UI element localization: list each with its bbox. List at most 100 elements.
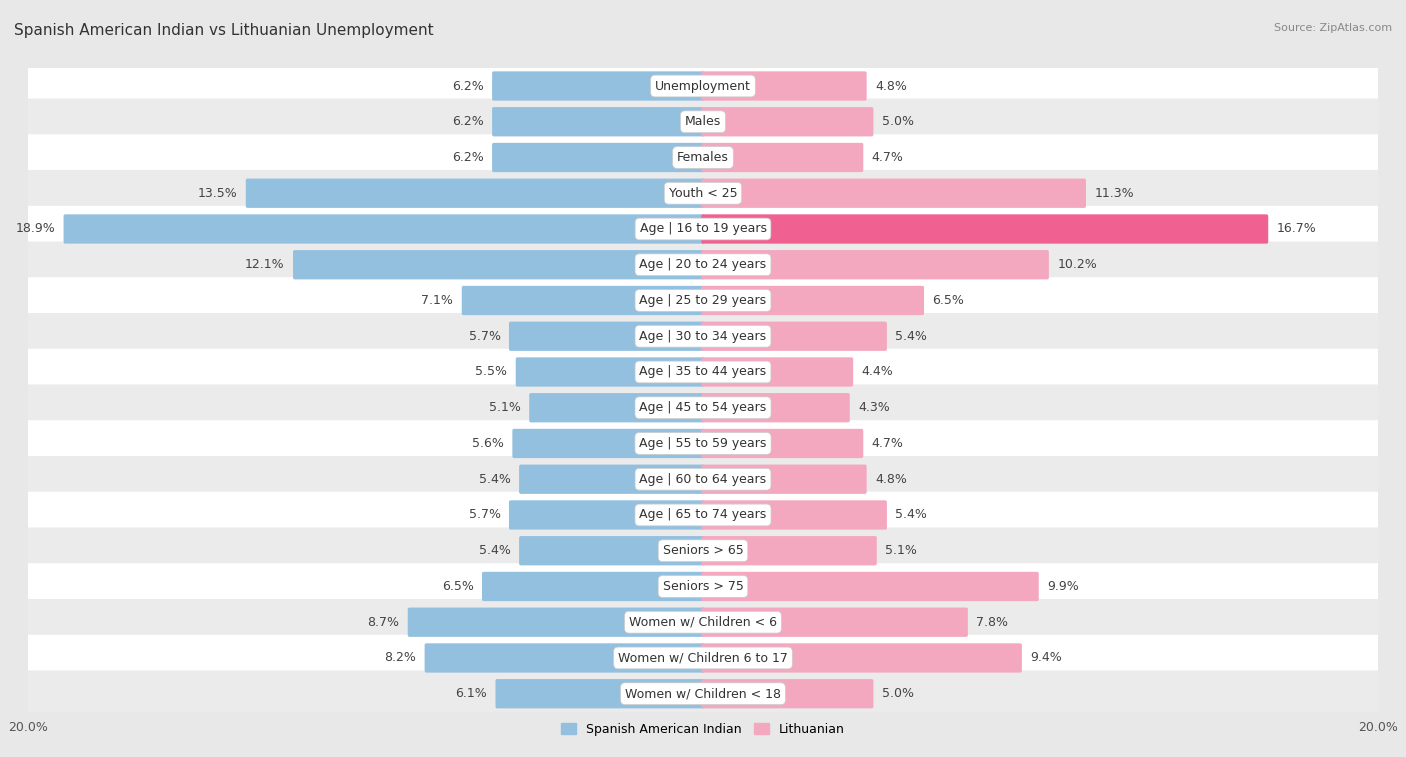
Text: 5.4%: 5.4% [479,544,510,557]
FancyBboxPatch shape [702,428,863,458]
FancyBboxPatch shape [702,357,853,387]
FancyBboxPatch shape [702,465,866,494]
FancyBboxPatch shape [6,134,1400,181]
FancyBboxPatch shape [509,500,704,530]
FancyBboxPatch shape [702,179,1085,208]
Text: 16.7%: 16.7% [1277,223,1316,235]
FancyBboxPatch shape [702,214,1268,244]
FancyBboxPatch shape [702,500,887,530]
Text: Age | 55 to 59 years: Age | 55 to 59 years [640,437,766,450]
Text: 5.4%: 5.4% [479,472,510,486]
FancyBboxPatch shape [492,143,704,172]
FancyBboxPatch shape [6,456,1400,503]
Legend: Spanish American Indian, Lithuanian: Spanish American Indian, Lithuanian [555,718,851,740]
FancyBboxPatch shape [702,71,866,101]
Text: 6.2%: 6.2% [451,115,484,128]
FancyBboxPatch shape [6,599,1400,646]
Text: Youth < 25: Youth < 25 [669,187,737,200]
FancyBboxPatch shape [6,634,1400,681]
Text: 4.7%: 4.7% [872,151,904,164]
Text: 10.2%: 10.2% [1057,258,1097,271]
FancyBboxPatch shape [6,277,1400,324]
FancyBboxPatch shape [702,393,849,422]
Text: 5.4%: 5.4% [896,330,927,343]
FancyBboxPatch shape [408,608,704,637]
Text: 6.5%: 6.5% [441,580,474,593]
Text: 5.0%: 5.0% [882,115,914,128]
FancyBboxPatch shape [482,572,704,601]
FancyBboxPatch shape [461,286,704,315]
FancyBboxPatch shape [6,170,1400,217]
FancyBboxPatch shape [6,63,1400,109]
FancyBboxPatch shape [292,250,704,279]
Text: 4.8%: 4.8% [875,472,907,486]
Text: Women w/ Children < 6: Women w/ Children < 6 [628,615,778,629]
FancyBboxPatch shape [702,107,873,136]
Text: 6.1%: 6.1% [456,687,486,700]
FancyBboxPatch shape [702,643,1022,673]
Text: 12.1%: 12.1% [245,258,284,271]
FancyBboxPatch shape [519,536,704,565]
Text: 8.2%: 8.2% [384,652,416,665]
Text: Age | 45 to 54 years: Age | 45 to 54 years [640,401,766,414]
Text: Unemployment: Unemployment [655,79,751,92]
Text: 9.4%: 9.4% [1031,652,1062,665]
FancyBboxPatch shape [512,428,704,458]
Text: Females: Females [678,151,728,164]
FancyBboxPatch shape [495,679,704,709]
FancyBboxPatch shape [516,357,704,387]
FancyBboxPatch shape [6,241,1400,288]
FancyBboxPatch shape [519,465,704,494]
FancyBboxPatch shape [702,536,877,565]
Text: Women w/ Children 6 to 17: Women w/ Children 6 to 17 [619,652,787,665]
Text: Age | 60 to 64 years: Age | 60 to 64 years [640,472,766,486]
FancyBboxPatch shape [702,608,967,637]
Text: Seniors > 75: Seniors > 75 [662,580,744,593]
FancyBboxPatch shape [6,206,1400,252]
Text: 9.9%: 9.9% [1047,580,1078,593]
Text: 5.1%: 5.1% [886,544,917,557]
Text: 5.7%: 5.7% [468,330,501,343]
FancyBboxPatch shape [702,286,924,315]
FancyBboxPatch shape [6,492,1400,538]
Text: Age | 65 to 74 years: Age | 65 to 74 years [640,509,766,522]
Text: 6.2%: 6.2% [451,79,484,92]
FancyBboxPatch shape [63,214,704,244]
FancyBboxPatch shape [6,563,1400,609]
Text: 4.4%: 4.4% [862,366,893,378]
FancyBboxPatch shape [246,179,704,208]
Text: Source: ZipAtlas.com: Source: ZipAtlas.com [1274,23,1392,33]
Text: 8.7%: 8.7% [367,615,399,629]
Text: Seniors > 65: Seniors > 65 [662,544,744,557]
Text: 5.6%: 5.6% [472,437,503,450]
Text: 6.2%: 6.2% [451,151,484,164]
FancyBboxPatch shape [6,349,1400,395]
FancyBboxPatch shape [6,420,1400,467]
Text: 5.7%: 5.7% [468,509,501,522]
FancyBboxPatch shape [425,643,704,673]
Text: 5.1%: 5.1% [489,401,520,414]
FancyBboxPatch shape [492,71,704,101]
Text: Age | 16 to 19 years: Age | 16 to 19 years [640,223,766,235]
FancyBboxPatch shape [6,313,1400,360]
FancyBboxPatch shape [6,671,1400,717]
FancyBboxPatch shape [6,385,1400,431]
Text: Spanish American Indian vs Lithuanian Unemployment: Spanish American Indian vs Lithuanian Un… [14,23,433,38]
FancyBboxPatch shape [6,98,1400,145]
FancyBboxPatch shape [492,107,704,136]
Text: Women w/ Children < 18: Women w/ Children < 18 [626,687,780,700]
Text: Age | 25 to 29 years: Age | 25 to 29 years [640,294,766,307]
Text: 7.1%: 7.1% [422,294,453,307]
FancyBboxPatch shape [529,393,704,422]
FancyBboxPatch shape [702,679,873,709]
Text: Age | 30 to 34 years: Age | 30 to 34 years [640,330,766,343]
Text: Age | 20 to 24 years: Age | 20 to 24 years [640,258,766,271]
Text: 5.5%: 5.5% [475,366,508,378]
Text: 5.4%: 5.4% [896,509,927,522]
FancyBboxPatch shape [702,250,1049,279]
Text: 5.0%: 5.0% [882,687,914,700]
FancyBboxPatch shape [702,322,887,351]
Text: 18.9%: 18.9% [15,223,55,235]
FancyBboxPatch shape [702,572,1039,601]
FancyBboxPatch shape [509,322,704,351]
